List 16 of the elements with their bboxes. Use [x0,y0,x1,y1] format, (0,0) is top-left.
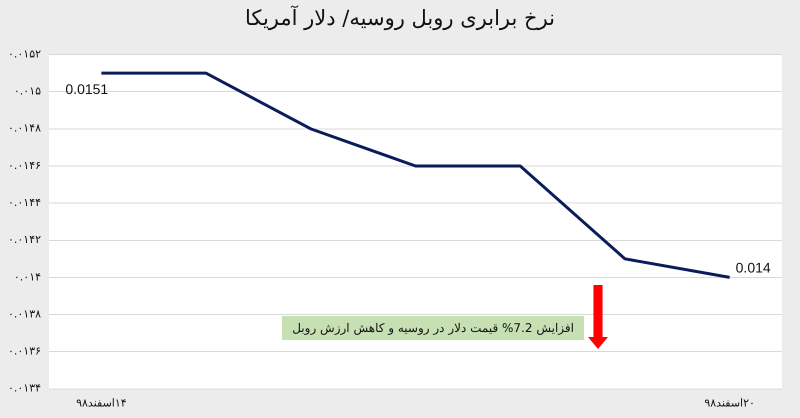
data-label: 0.0151 [65,81,108,98]
annotation: افزایش 7.2% قیمت دلار در روسیه و کاهش ارزش روبل [282,316,584,340]
x-tick-label: ۱۴اسفند۹۸ [76,396,127,410]
y-tick-label: ۰.۰۱۴ [14,270,42,284]
y-tick-label: ۰.۰۱۳۸ [8,307,42,320]
y-tick-label: ۰.۰۱۳۶ [8,344,42,358]
y-tick-label: ۰.۰۱۵۲ [8,47,42,60]
data-label: 0.014 [736,259,771,276]
y-tick-label: ۰.۰۱۴۴ [8,196,42,209]
y-tick-label: ۰.۰۱۳۴ [8,382,42,395]
y-tick-label: ۰.۰۱۴۲ [8,233,42,246]
x-tick-label: ۲۰اسفند۹۸ [704,396,755,410]
y-tick-label: ۰.۰۱۴۶ [8,158,42,172]
y-tick-label: ۰.۰۱۴۸ [8,122,42,135]
y-tick-label: ۰.۰۱۵ [14,84,42,98]
chart-title: نرخ برابری روبل روسیه/ دلار آمریکا [244,6,556,30]
